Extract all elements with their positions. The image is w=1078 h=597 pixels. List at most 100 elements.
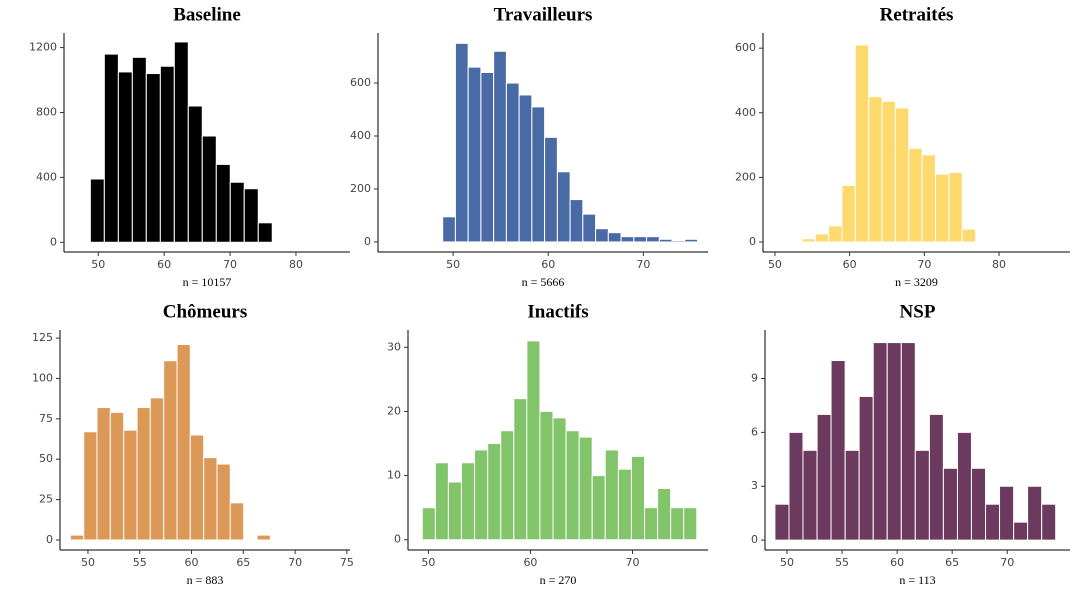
x-axis-label: n = 5666 [522, 275, 565, 289]
bar [644, 507, 659, 541]
x-tick-label: 75 [340, 556, 354, 569]
bar [683, 507, 698, 541]
y-tick-label: 0 [364, 235, 371, 248]
bar [103, 53, 119, 243]
bar [841, 184, 856, 243]
y-tick-label: 0 [751, 533, 758, 546]
bar [948, 172, 963, 243]
bar [671, 240, 686, 243]
bar [591, 475, 606, 541]
x-tick-label: 50 [768, 258, 782, 271]
bar [670, 507, 685, 541]
x-tick-label: 55 [835, 556, 849, 569]
bar [454, 42, 469, 243]
x-tick-label: 70 [223, 258, 237, 271]
bar [531, 106, 546, 243]
bar [215, 163, 231, 243]
bar [942, 467, 958, 541]
bar [633, 236, 648, 243]
bar [256, 534, 271, 541]
bar [159, 65, 175, 243]
bar [595, 228, 609, 243]
panel-title: Baseline [173, 4, 241, 25]
bar [985, 503, 1001, 541]
bar [189, 434, 205, 541]
x-tick-label: 60 [523, 556, 537, 569]
y-tick-label: 25 [39, 493, 53, 506]
bar [257, 222, 273, 243]
y-tick-label: 400 [735, 106, 756, 119]
bar [788, 431, 804, 541]
bar [552, 417, 567, 541]
panel-title: Chômeurs [163, 301, 247, 322]
bar [117, 71, 133, 243]
x-tick-label: 70 [288, 556, 302, 569]
x-tick-label: 80 [992, 258, 1006, 271]
x-tick-label: 70 [625, 556, 639, 569]
bar [970, 467, 987, 541]
bar [131, 56, 147, 243]
x-tick-label: 60 [541, 258, 555, 271]
bar [894, 107, 910, 243]
bar [136, 407, 151, 541]
bar [487, 443, 502, 541]
bar [518, 94, 533, 243]
bar [434, 462, 449, 541]
bar [854, 44, 870, 243]
x-tick-label: 50 [421, 556, 435, 569]
bar [109, 411, 125, 541]
bar [1041, 503, 1057, 541]
bar [173, 41, 189, 243]
x-tick-label: 60 [157, 258, 171, 271]
bar [505, 82, 520, 243]
bar [928, 413, 944, 541]
bar [229, 502, 245, 541]
bar [868, 96, 883, 243]
x-tick-label: 80 [289, 258, 303, 271]
bar [442, 216, 456, 243]
bar [658, 238, 673, 243]
y-tick-label: 0 [50, 235, 57, 248]
y-tick-label: 10 [387, 469, 401, 482]
bar [513, 398, 528, 541]
y-tick-label: 400 [350, 129, 371, 142]
bar [816, 413, 832, 541]
bar [96, 407, 111, 541]
x-axis-label: n = 113 [899, 573, 935, 587]
bar [149, 397, 165, 541]
bar [828, 225, 843, 243]
y-tick-label: 0 [46, 533, 53, 546]
x-tick-label: 60 [843, 258, 857, 271]
y-tick-label: 1200 [29, 41, 57, 54]
bar [872, 342, 888, 541]
bar [961, 228, 977, 243]
bar [123, 429, 138, 541]
y-tick-label: 75 [39, 412, 53, 425]
x-axis-label: n = 3209 [895, 275, 938, 289]
bar [908, 147, 923, 243]
y-tick-label: 0 [394, 533, 401, 546]
bar [999, 485, 1015, 541]
bar [802, 449, 818, 541]
bar [881, 100, 896, 243]
panel-title: NSP [900, 301, 936, 322]
bar [801, 238, 816, 243]
y-tick-label: 9 [751, 371, 758, 384]
bar [607, 232, 622, 243]
x-tick-label: 50 [91, 258, 105, 271]
bar [480, 71, 495, 243]
x-tick-label: 65 [945, 556, 959, 569]
y-tick-label: 100 [32, 371, 53, 384]
x-tick-label: 70 [1000, 556, 1014, 569]
bar [216, 463, 231, 541]
bar [900, 342, 916, 541]
y-tick-label: 50 [39, 452, 53, 465]
y-tick-label: 0 [749, 235, 756, 248]
x-axis-label: n = 883 [187, 573, 224, 587]
bar [201, 135, 217, 243]
bar [956, 431, 972, 541]
bar [858, 395, 874, 541]
bar [176, 344, 191, 541]
y-tick-label: 200 [735, 170, 756, 183]
